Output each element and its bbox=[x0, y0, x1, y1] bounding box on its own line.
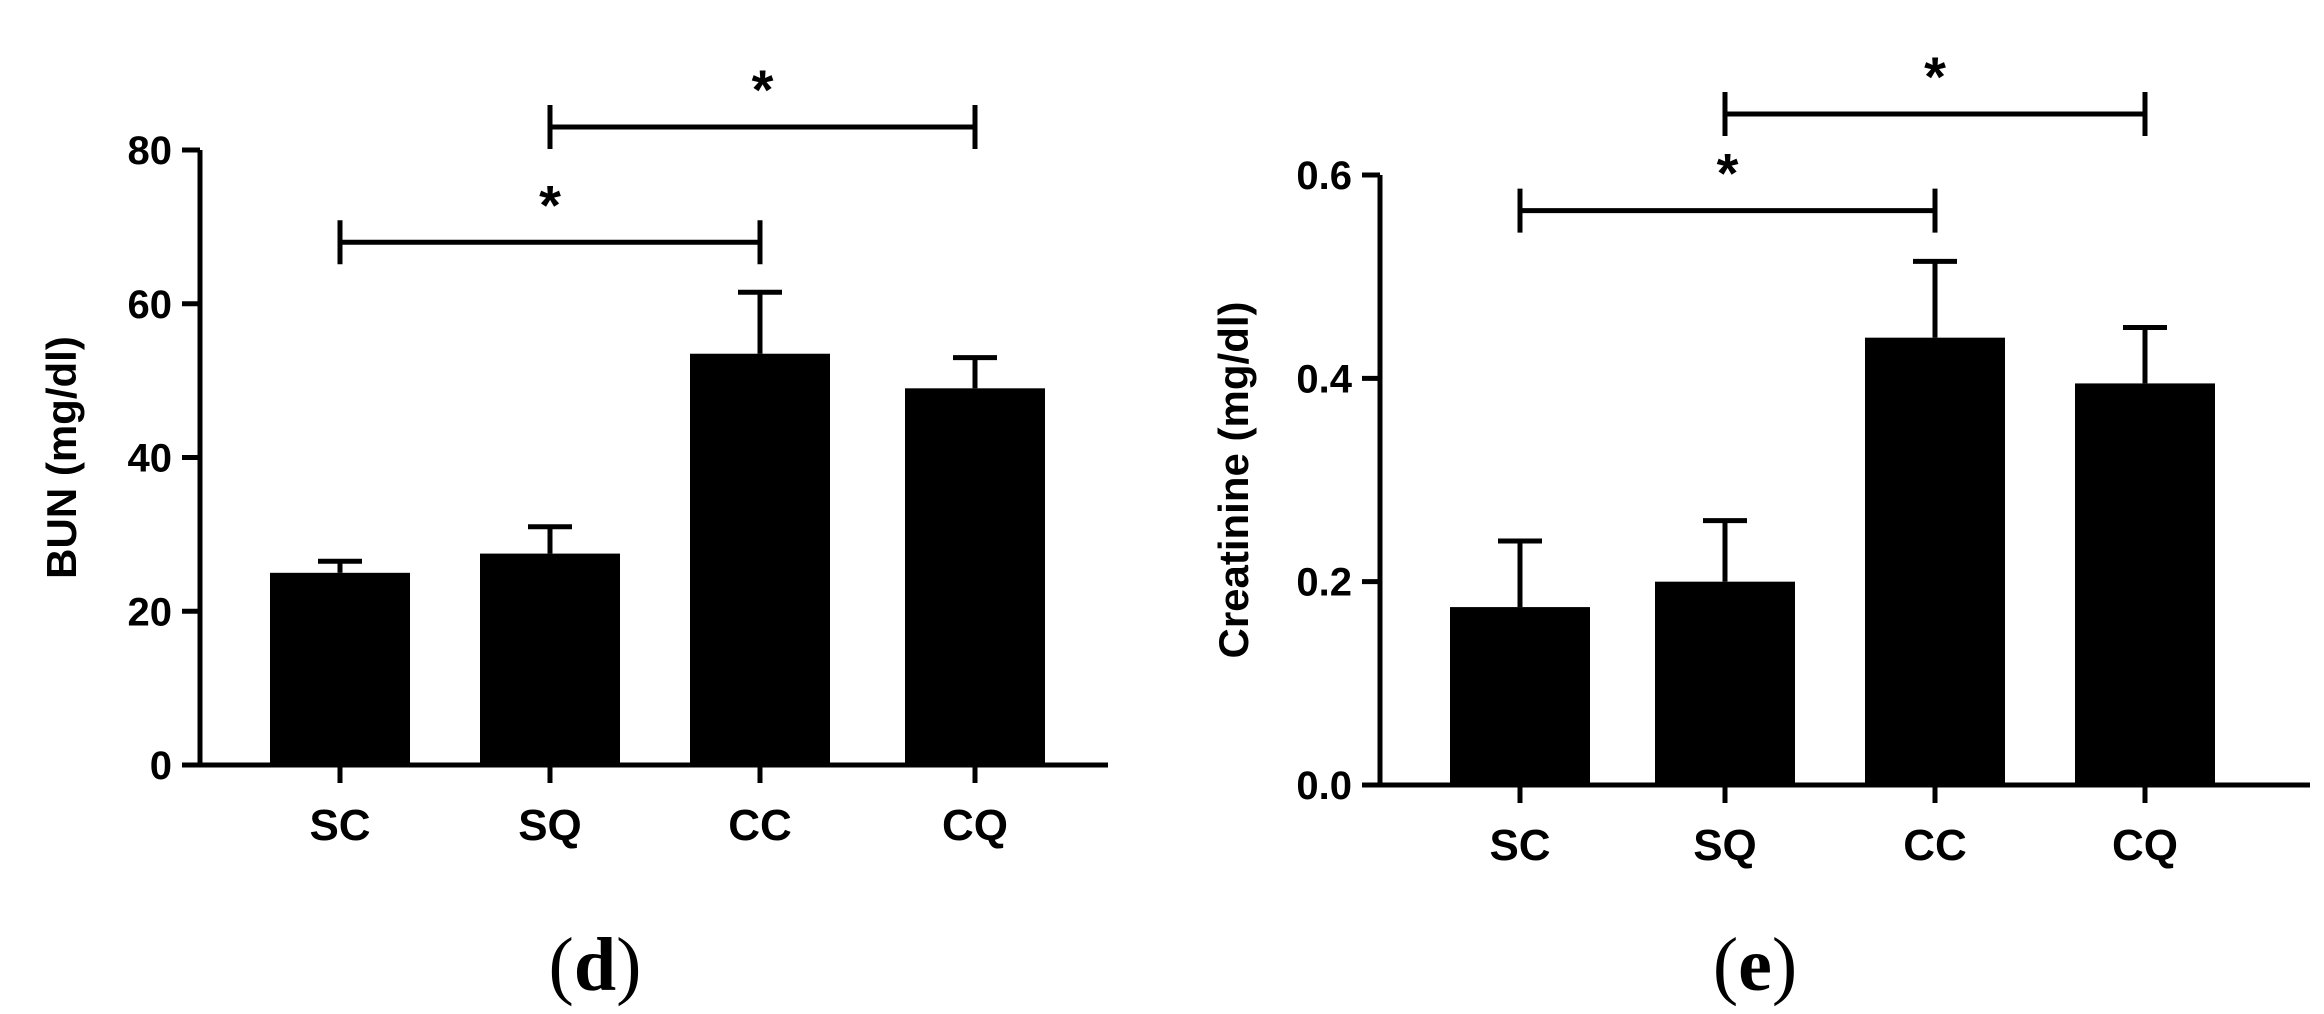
significance-star: * bbox=[539, 173, 561, 236]
chart-panel-bun: 0 20 40 60 80 SC SQ CC CQ * * BUN (mg/dl) (d) bbox=[38, 58, 1108, 1007]
x-tick-label: SC bbox=[1489, 821, 1550, 870]
y-tick-label: 60 bbox=[128, 283, 173, 327]
bar-sq bbox=[480, 553, 620, 765]
x-tick-label: SQ bbox=[1693, 821, 1757, 870]
y-tick-label: 40 bbox=[128, 437, 173, 481]
bar-sq bbox=[1655, 581, 1795, 785]
bar-sc bbox=[270, 572, 410, 765]
y-axis-title: BUN (mg/dl) bbox=[38, 336, 85, 579]
x-tick-label: SC bbox=[309, 801, 370, 850]
x-tick-label: SQ bbox=[518, 801, 582, 850]
y-tick-label: 80 bbox=[128, 129, 173, 173]
y-tick-label: 0.4 bbox=[1296, 357, 1352, 401]
significance-star: * bbox=[1717, 142, 1739, 205]
bar-cc bbox=[690, 353, 830, 765]
x-tick-label: CC bbox=[728, 801, 792, 850]
y-tick-label: 0 bbox=[150, 744, 172, 788]
y-tick-label: 20 bbox=[128, 590, 173, 634]
x-tick-label: CC bbox=[1903, 821, 1967, 870]
chart-panel-creatinine: 0.0 0.2 0.4 0.6 SC SQ CC CQ * * Creatinine (mg/dl)… bbox=[1210, 45, 2310, 1007]
significance-star: * bbox=[1924, 45, 1946, 108]
significance-star: * bbox=[752, 58, 774, 121]
x-tick-label: CQ bbox=[942, 801, 1008, 850]
panel-label: (e) bbox=[1713, 923, 1797, 1007]
bar-sc bbox=[1450, 607, 1590, 785]
y-axis-title: Creatinine (mg/dl) bbox=[1210, 301, 1257, 658]
bar-cq bbox=[2075, 383, 2215, 785]
y-tick-label: 0.0 bbox=[1296, 764, 1352, 808]
x-tick-label: CQ bbox=[2112, 821, 2178, 870]
panel-label: (d) bbox=[549, 923, 642, 1007]
bar-cq bbox=[905, 388, 1045, 765]
y-tick-label: 0.2 bbox=[1296, 561, 1352, 605]
y-tick-label: 0.6 bbox=[1296, 154, 1352, 198]
bar-cc bbox=[1865, 337, 2005, 785]
